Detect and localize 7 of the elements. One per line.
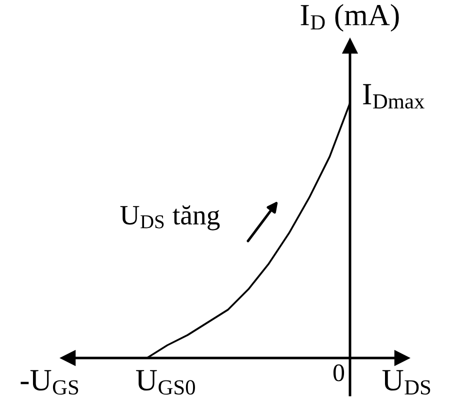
text: 0 [333, 364, 344, 382]
y-axis-title: I$_{D}$ (mA) [300, 4, 399, 32]
text: U$_{DS}$ [382, 370, 430, 395]
annotation: U$_{DS}$ tăng [120, 205, 220, 230]
text: I$_{Dmax}$ [363, 84, 424, 109]
text: U$_{GS0}$ [136, 370, 195, 395]
x-axis-title: -U$_{GS}$ [20, 370, 78, 395]
